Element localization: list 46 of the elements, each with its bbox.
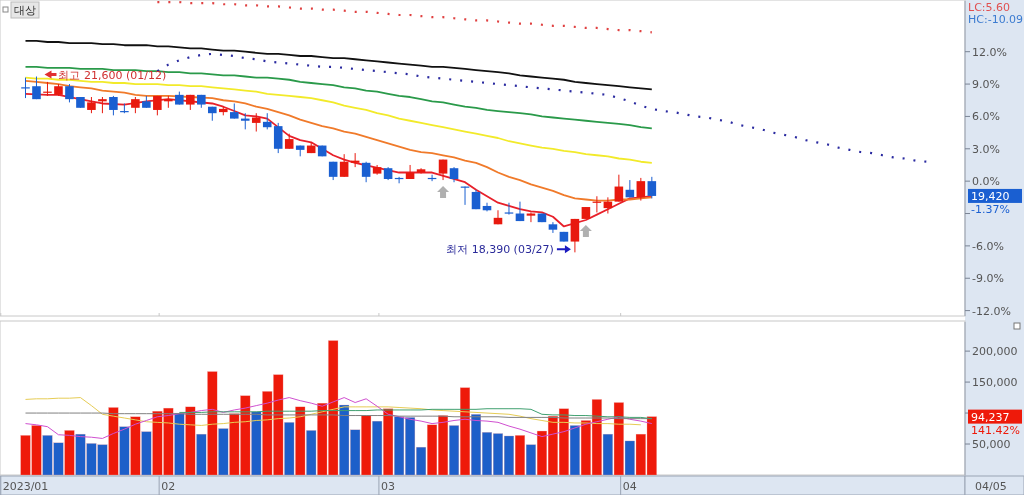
- text: 19,420: [971, 190, 1010, 204]
- candlestick: [570, 218, 580, 253]
- x-tick-label: 04: [622, 480, 637, 493]
- y-tick-label: 50,000: [972, 438, 1011, 452]
- candlestick: [614, 174, 624, 203]
- line-series: [24, 65, 653, 130]
- candlestick: [548, 221, 558, 234]
- y-tick-label: -9.0%: [972, 272, 1004, 286]
- annotation: 대상: [14, 4, 36, 17]
- candlestick: [361, 161, 371, 183]
- candlestick: [647, 176, 657, 199]
- y-tick-label: 12.0%: [972, 45, 1007, 59]
- line-series: [156, 0, 653, 34]
- candlestick: [339, 153, 349, 178]
- y-tick-label: 150,000: [972, 376, 1018, 390]
- annotation: 최고 21,600 (01/12): [58, 68, 167, 82]
- candlestick: [273, 122, 283, 154]
- text: LC:5.60: [968, 1, 1011, 14]
- text: 04/05: [975, 480, 1007, 493]
- candlestick: [65, 83, 74, 103]
- text: -1.37%: [971, 202, 1010, 216]
- x-tick-label: 02: [161, 480, 176, 493]
- line-series: [24, 397, 653, 439]
- candlestick: [636, 177, 646, 202]
- candlestick: [109, 95, 118, 116]
- line-series: [24, 40, 653, 91]
- candlestick: [43, 81, 52, 97]
- y-tick-label: 200,000: [972, 345, 1018, 359]
- y-tick-label: -6.0%: [972, 239, 1004, 253]
- text: 94,237: [971, 411, 1010, 425]
- text: HC:-10.09: [968, 13, 1024, 26]
- candlestick: [21, 77, 30, 99]
- x-tick-label: 03: [381, 480, 396, 493]
- y-tick-label: 0.0%: [972, 175, 1000, 189]
- y-tick-label: -12.0%: [972, 304, 1011, 318]
- y-tick-label: 3.0%: [972, 142, 1000, 156]
- text: 141.42%: [971, 423, 1020, 437]
- candlestick: [120, 102, 129, 114]
- candlestick: [251, 112, 261, 133]
- y-tick-label: 6.0%: [972, 110, 1000, 124]
- line-series: [178, 408, 653, 420]
- annotation: 최저 18,390 (03/27): [446, 243, 554, 257]
- x-tick-label: 2023/01: [2, 480, 49, 493]
- line-series: [24, 397, 642, 426]
- y-tick-label: 9.0%: [972, 78, 1000, 92]
- candlestick: [504, 202, 514, 216]
